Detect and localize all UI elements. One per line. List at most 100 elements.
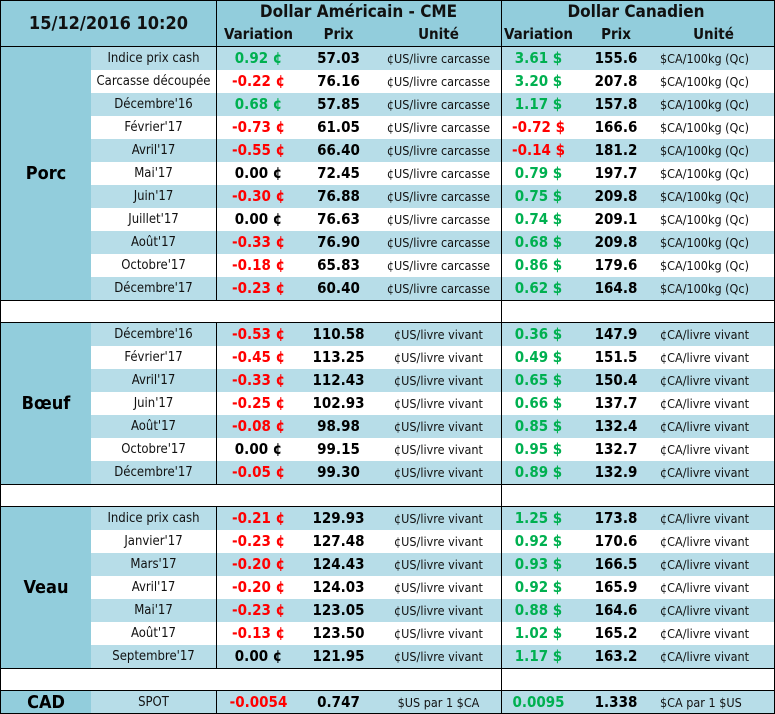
usd-section-title: Dollar Américain - CME [259,2,458,22]
contract-label: Carcasse découpée [96,74,211,89]
usd-price: 76.88 [317,187,360,205]
usd-unit: ¢US/livre vivant [394,511,483,526]
cad-variation: 1.25 $ [514,509,563,527]
cad-variation: 1.17 $ [514,95,563,113]
grid-line [1,484,774,485]
grid-line [1,300,774,301]
usd-price: 76.16 [317,72,360,90]
cad-unit: ¢CA/livre vivant [660,396,750,411]
usd-unit: ¢US/livre vivant [394,626,483,641]
cad-variation: 0.0095 [512,693,565,711]
cad-variation: 3.61 $ [514,49,563,67]
usd-variation: -0.13 ¢ [232,624,285,642]
section-label-3: CAD [1,691,91,713]
usd-price: 123.05 [312,601,365,619]
cad-variation: 0.79 $ [514,164,563,182]
usd-price: 112.43 [312,371,365,389]
usd-unit: ¢US/livre carcasse [386,143,491,158]
usd-unit: ¢US/livre carcasse [386,235,491,250]
cad-unit: ¢CA/livre vivant [660,511,750,526]
usd-price: 60.40 [317,279,360,297]
contract-label: Février'17 [124,350,183,365]
cad-price: 173.8 [594,509,638,527]
cad-variation: 0.85 $ [514,417,563,435]
cad-price: 165.2 [594,624,638,642]
grid-line [501,668,502,691]
contract-label: SPOT [138,695,169,710]
usd-unit: ¢US/livre vivant [394,373,483,388]
usd-price: 76.90 [317,233,360,251]
table-row: Août'17 -0.08 ¢ 98.98 ¢US/livre vivant 0.85 … [1,415,774,438]
cad-variation: -0.14 $ [512,141,565,159]
contract-label: Décembre'16 [114,327,193,342]
cad-price: 209.8 [594,233,638,251]
usd-price: 124.03 [312,578,365,596]
contract-label: Juillet'17 [128,212,179,227]
usd-price: 0.747 [317,693,360,711]
table-row: Août'17 -0.33 ¢ 76.90 ¢US/livre carcasse 0.6… [1,231,774,254]
table-row: Janvier'17 -0.23 ¢ 127.48 ¢US/livre vivant 0… [1,530,774,553]
grid-line [501,1,502,47]
usd-variation: -0.73 ¢ [232,118,285,136]
cad-unit: $CA/100kg (Qc) [660,258,749,273]
usd-variation: -0.53 ¢ [232,325,285,343]
cad-unit: ¢CA/livre vivant [660,442,750,457]
cad-unit: ¢CA/livre vivant [660,580,750,595]
usd-unit: ¢US/livre carcasse [386,166,491,181]
usd-variation: 0.92 ¢ [234,49,283,67]
usd-price: 57.03 [317,49,360,67]
table-row: Mars'17 -0.20 ¢ 124.43 ¢US/livre vivant 0.93… [1,553,774,576]
cad-variation: 0.36 $ [514,325,563,343]
cad-unit: $CA/100kg (Qc) [660,51,749,66]
usd-unit: ¢US/livre vivant [394,327,483,342]
contract-label: Avril'17 [131,373,176,388]
usd-unit: ¢US/livre carcasse [386,74,491,89]
usd-price: 102.93 [312,394,365,412]
contract-label: Février'17 [124,120,183,135]
usd-unit: ¢US/livre vivant [394,465,483,480]
usd-variation: -0.55 ¢ [232,141,285,159]
cad-price: 1.338 [594,693,638,711]
table-row: Février'17 -0.73 ¢ 61.05 ¢US/livre carcasse… [1,116,774,139]
cad-variation: 0.92 $ [514,532,563,550]
cad-unit: $CA/100kg (Qc) [660,74,749,89]
contract-label: Indice prix cash [107,51,200,66]
cad-unit: $CA par 1 $US [660,695,742,710]
cad-variation: 3.20 $ [514,72,563,90]
table-row: Décembre'17 -0.05 ¢ 99.30 ¢US/livre vivant 0… [1,461,774,484]
contract-label: Août'17 [130,626,176,641]
cad-variation: 0.62 $ [514,279,563,297]
usd-variation: -0.21 ¢ [232,509,285,527]
usd-variation: -0.25 ¢ [232,394,285,412]
cad-unit: ¢CA/livre vivant [660,350,750,365]
usd-variation: -0.23 ¢ [232,532,285,550]
usd-variation: -0.30 ¢ [232,187,285,205]
cad-price: 179.6 [594,256,638,274]
grid-line [216,1,217,47]
table-row: Décembre'16 -0.53 ¢ 110.58 ¢US/livre vivant… [1,323,774,346]
usd-price: 124.43 [312,555,365,573]
grid-line [216,507,217,668]
usd-unit: ¢US/livre carcasse [386,120,491,135]
usd-prix-header: Prix [323,25,354,43]
cad-unit: $CA/100kg (Qc) [660,281,749,296]
usd-unit: ¢US/livre vivant [394,442,483,457]
usd-variation: 0.68 ¢ [234,95,283,113]
table-row: Carcasse découpée -0.22 ¢ 76.16 ¢US/livre c… [1,70,774,93]
table-row: Février'17 -0.45 ¢ 113.25 ¢US/livre vivant 0… [1,346,774,369]
table-row: Avril'17 -0.20 ¢ 124.03 ¢US/livre vivant 0.9… [1,576,774,599]
cad-variation: 0.74 $ [514,210,563,228]
grid-line [1,46,774,47]
usd-unit: ¢US/livre carcasse [386,51,491,66]
usd-price: 127.48 [312,532,365,550]
cad-price: 157.8 [594,95,638,113]
contract-label: Décembre'17 [114,465,193,480]
grid-line [501,323,502,484]
cad-unit: $CA/100kg (Qc) [660,120,749,135]
cad-unit: $CA/100kg (Qc) [660,235,749,250]
cad-price: 147.9 [594,325,638,343]
usd-variation: -0.18 ¢ [232,256,285,274]
table-row: Juillet'17 0.00 ¢ 76.63 ¢US/livre carcasse 0… [1,208,774,231]
usd-unit: ¢US/livre vivant [394,396,483,411]
